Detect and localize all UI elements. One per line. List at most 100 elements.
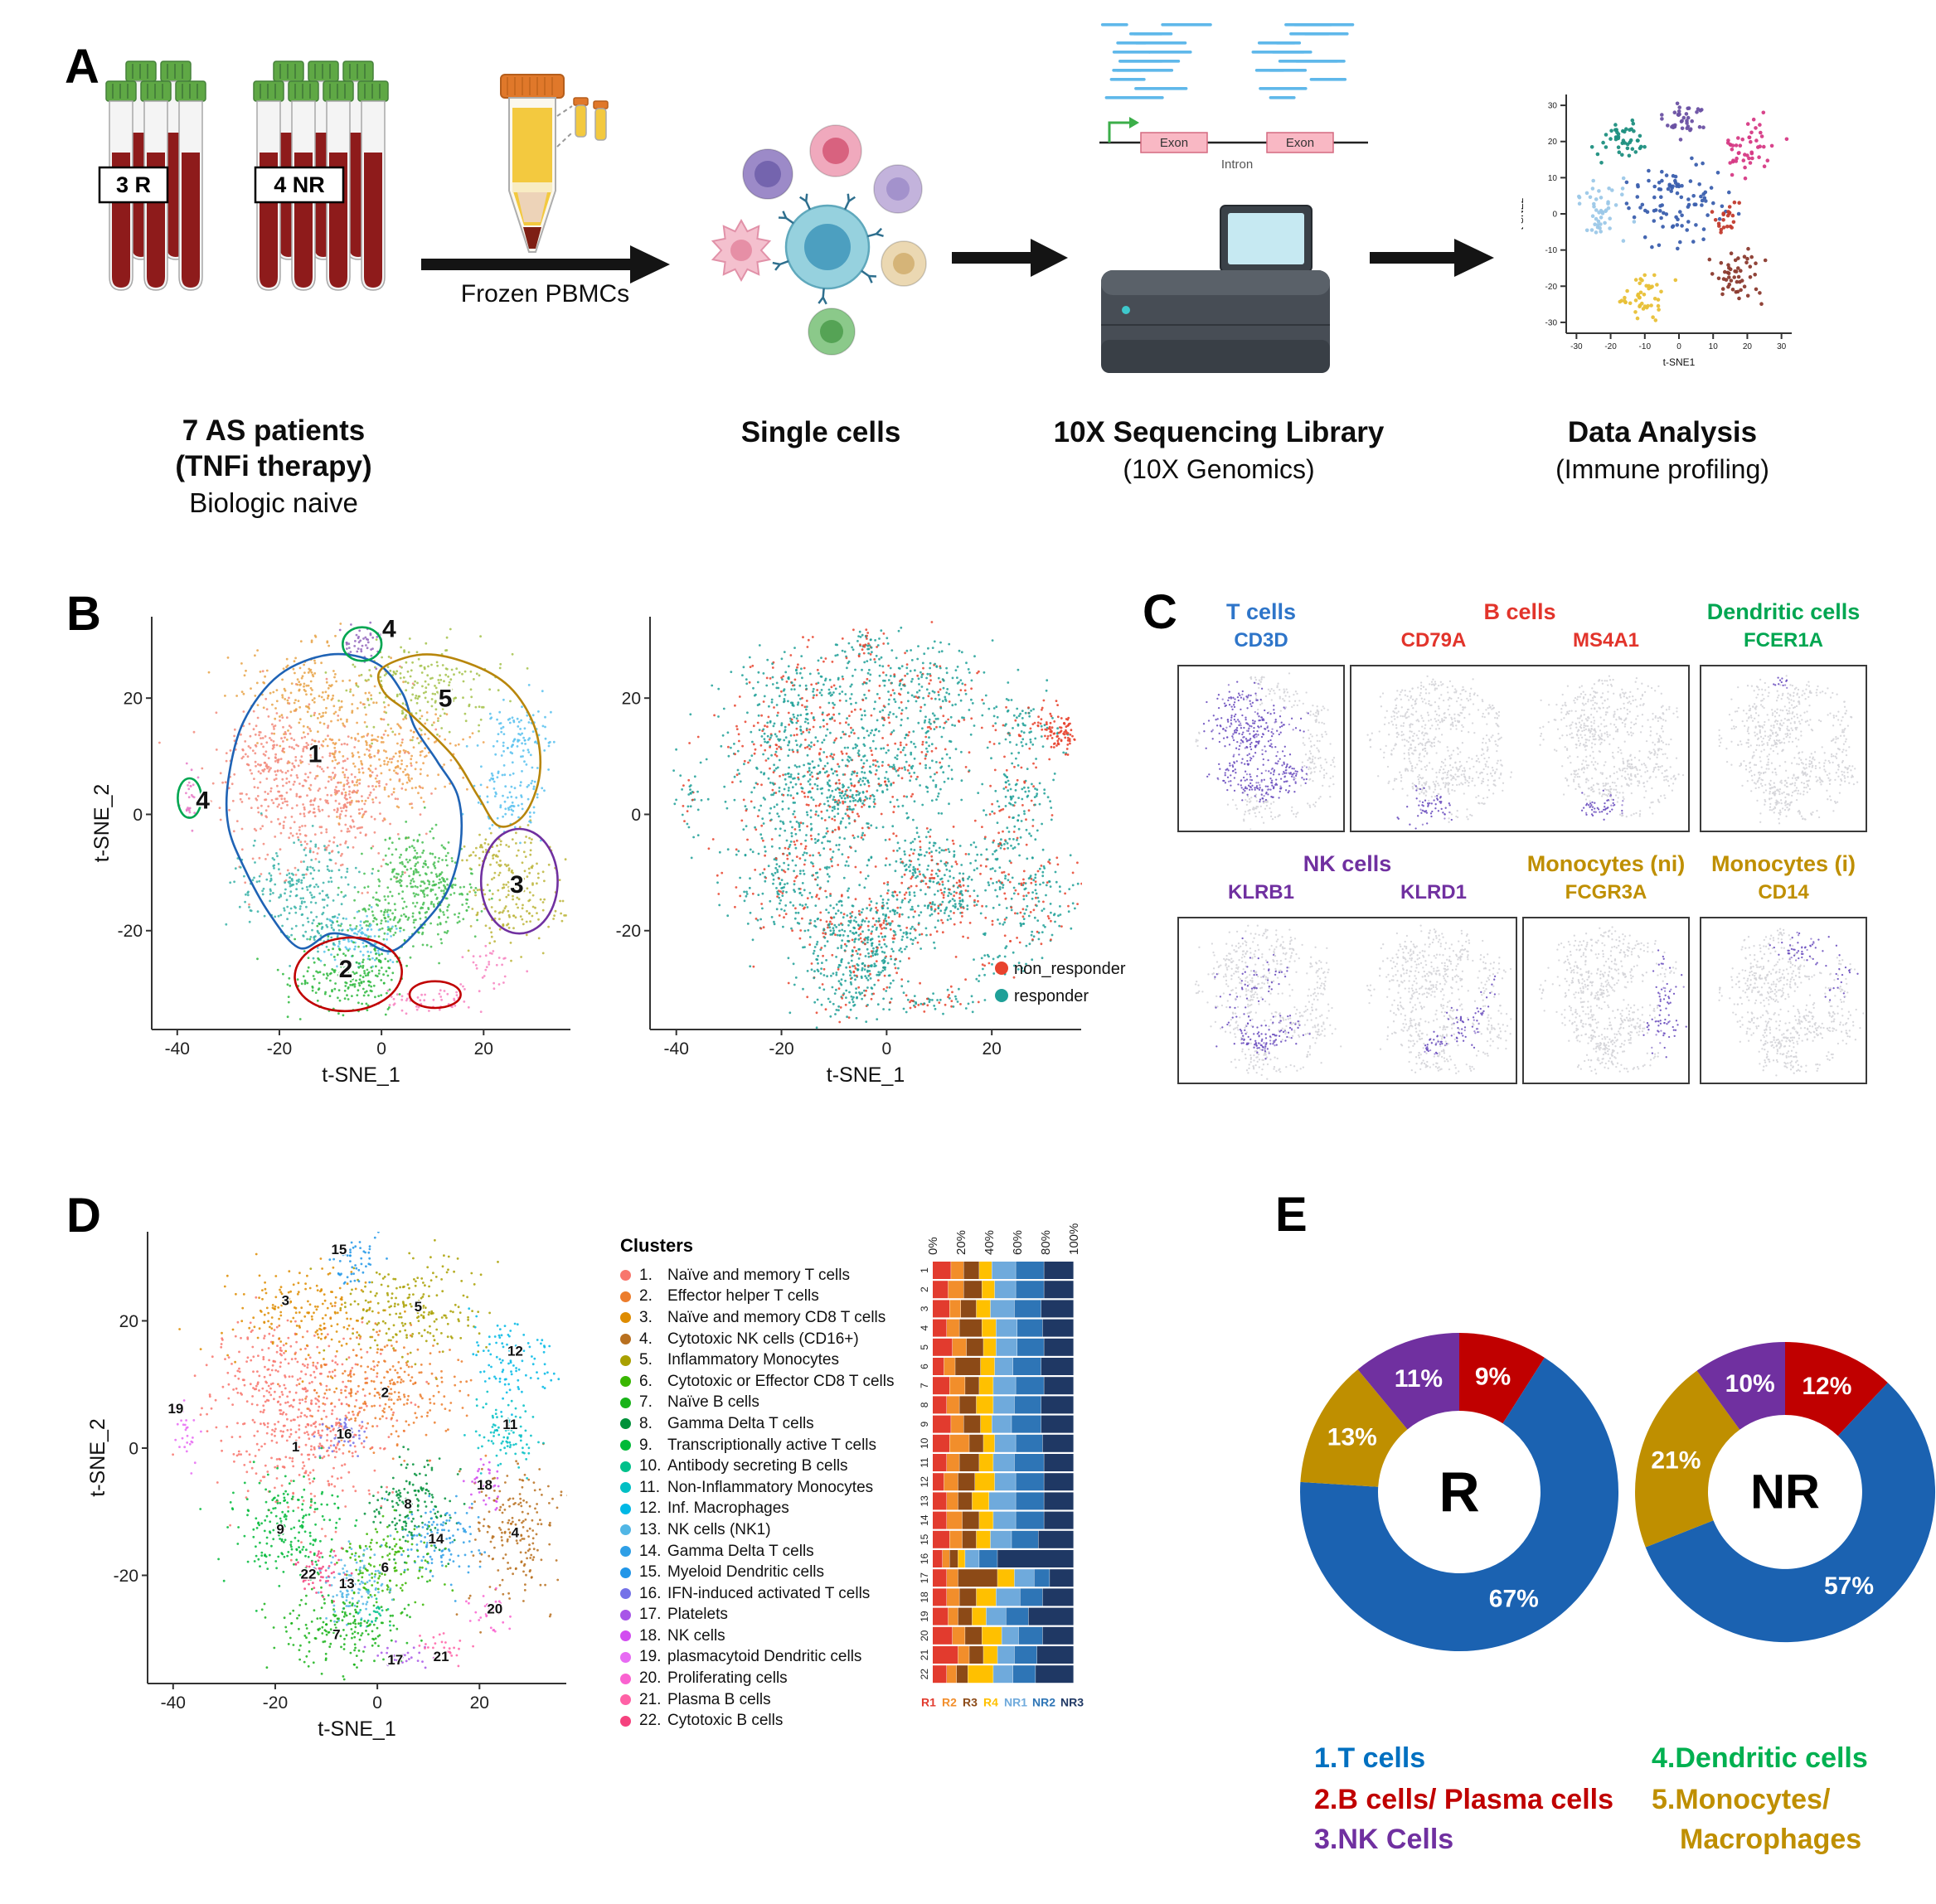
svg-text:-20: -20 — [1604, 342, 1617, 351]
feature-plot-cd79a — [1366, 675, 1513, 830]
gene-label-cd79a: CD79A — [1400, 629, 1467, 652]
svg-text:3: 3 — [510, 871, 524, 899]
caption-seq-2: (10X Genomics) — [1123, 454, 1315, 484]
cluster-legend-item: 16. IFN-induced activated T cells — [620, 1583, 923, 1605]
feature-base-points — [1366, 924, 1512, 1074]
svg-text:20: 20 — [1743, 342, 1753, 351]
feature-highlight-points — [1642, 982, 1687, 1059]
gene-label-ms4a1: MS4A1 — [1572, 629, 1640, 652]
feature-partial-points — [1652, 949, 1683, 982]
donut-legend-item: 5.Monocytes/ — [1652, 1784, 1831, 1815]
svg-text:20: 20 — [1548, 138, 1558, 147]
feature-highlight-points — [1202, 681, 1309, 803]
cluster-color-dot — [620, 1546, 631, 1558]
svg-text:-20: -20 — [616, 922, 641, 941]
svg-text:0: 0 — [882, 1039, 892, 1059]
feature-plot-ms4a1 — [1539, 675, 1685, 821]
feature-base-points — [1538, 926, 1663, 1075]
cluster-name: IFN-induced activated T cells — [667, 1584, 871, 1602]
tsne-response-points — [672, 621, 1082, 1030]
cluster-color-dot — [620, 1334, 631, 1345]
feature-highlight-points — [1580, 789, 1624, 821]
cluster-legend-item: 14. Gamma Delta T cells — [620, 1541, 923, 1562]
svg-text:2: 2 — [339, 956, 353, 983]
gene-label-fcer1a: FCER1A — [1743, 629, 1823, 652]
cluster-color-dot — [620, 1503, 631, 1514]
svg-text:t-SNE2: t-SNE2 — [1521, 197, 1526, 230]
donut-legend-item: 4.Dendritic cells — [1652, 1742, 1868, 1774]
svg-text:20: 20 — [983, 1039, 1002, 1059]
cluster-legend-item: 20. Proliferating cells — [620, 1668, 923, 1689]
panel-d-label: D — [66, 1189, 101, 1243]
cluster-color-dot — [620, 1482, 631, 1494]
cluster-number: 18. — [639, 1626, 662, 1645]
cluster-color-dot — [620, 1694, 631, 1706]
caption-analysis-1: Data Analysis — [1567, 416, 1758, 448]
caption-patients-1: 7 AS patients — [182, 414, 366, 447]
svg-text:t-SNE1: t-SNE1 — [1663, 356, 1696, 368]
gene-label-fcgr3a: FCGR3A — [1565, 881, 1647, 904]
feature-base-points — [1539, 675, 1685, 818]
cluster-color-dot — [620, 1715, 631, 1727]
svg-text:-30: -30 — [1570, 342, 1583, 351]
feature-plot-fcer1a — [1718, 675, 1859, 825]
feature-partial-points — [1201, 937, 1311, 1048]
cluster-name: NK cells — [667, 1626, 725, 1645]
svg-text:0: 0 — [133, 806, 143, 825]
mini-tsne-plot: -30 -20 -10 0 10 20 30 -30 -20 -10 0 10 20 30 t-SNE1 t-… — [1521, 94, 1792, 368]
cluster-number: 6. — [639, 1372, 653, 1390]
feature-box-monocytes-ni- — [1522, 917, 1690, 1084]
tsne-responder-plot: -40 -20 0 20 -20 0 20 t-SNE_1 non_responderrespo… — [616, 617, 1126, 1086]
cluster-name: Naïve and memory T cells — [667, 1266, 850, 1284]
svg-text:5: 5 — [439, 686, 453, 713]
cluster-name: NK cells (NK1) — [667, 1520, 771, 1538]
feature-group-title: Monocytes (ni) — [1526, 851, 1686, 876]
blood-tubes-illustration: 3 R 4 NR — [98, 61, 389, 291]
svg-text:4 NR: 4 NR — [274, 172, 325, 197]
cluster-number: 1. — [639, 1266, 653, 1284]
panel-c-label: C — [1143, 585, 1177, 639]
svg-text:0: 0 — [631, 806, 641, 825]
donut-legend-item: 2.B cells/ Plasma cells — [1314, 1784, 1614, 1815]
cluster-legend-title: Clusters — [620, 1235, 694, 1256]
cluster-name: Cytotoxic B cells — [667, 1712, 784, 1730]
caption-seq-1: 10X Sequencing Library — [1053, 416, 1385, 448]
cluster-color-dot — [620, 1354, 631, 1366]
feature-group-title: T cells — [1225, 599, 1297, 624]
frozen-pbmcs-label: Frozen PBMCs — [460, 280, 630, 308]
svg-text:-10: -10 — [1639, 342, 1652, 351]
cluster-number: 7. — [639, 1393, 653, 1412]
feature-group-title: Dendritic cells — [1706, 599, 1861, 624]
feature-box-b-cells — [1350, 665, 1690, 832]
tsne-nonresponder-clump — [1045, 700, 1076, 756]
feature-partial-points — [1411, 781, 1425, 792]
cluster-number: 4. — [639, 1330, 653, 1348]
feature-base-points — [1194, 924, 1342, 1080]
cluster-number: 22. — [639, 1712, 662, 1730]
cluster-name: Plasma B cells — [667, 1690, 771, 1708]
svg-text:Intron: Intron — [1221, 157, 1253, 172]
cluster-legend-item: 15. Myeloid Dendritic cells — [620, 1562, 923, 1583]
svg-text:30: 30 — [1548, 102, 1558, 111]
cluster-name: Gamma Delta T cells — [667, 1542, 814, 1560]
feature-base-points — [1195, 672, 1336, 830]
cluster-number: 8. — [639, 1414, 653, 1432]
cluster-color-dot — [620, 1397, 631, 1408]
cluster-legend-item: 13. NK cells (NK1) — [620, 1519, 923, 1541]
cluster-name: Myeloid Dendritic cells — [667, 1563, 825, 1582]
feature-plot-cd3d — [1195, 672, 1336, 830]
feature-highlight-points — [1240, 1025, 1298, 1060]
cluster-name: Antibody secreting B cells — [667, 1457, 848, 1475]
svg-text:-20: -20 — [118, 922, 143, 941]
feature-highlight-points — [1424, 1005, 1490, 1055]
cluster-number: 5. — [639, 1351, 653, 1369]
pbmc-tube-illustration — [500, 74, 609, 253]
cluster-legend-item: 3. Naïve and memory CD8 T cells — [620, 1307, 923, 1329]
gene-reads-illustration: Exon Exon Intron — [1099, 23, 1368, 172]
cluster-legend-item: 5. Inflammatory Monocytes — [620, 1349, 923, 1371]
caption-single-cells: Single cells — [740, 416, 901, 448]
cluster-legend-item: 22. Cytotoxic B cells — [620, 1710, 923, 1732]
cluster-number: 13. — [639, 1520, 662, 1538]
cluster-legend-item: 4. Cytotoxic NK cells (CD16+) — [620, 1329, 923, 1350]
